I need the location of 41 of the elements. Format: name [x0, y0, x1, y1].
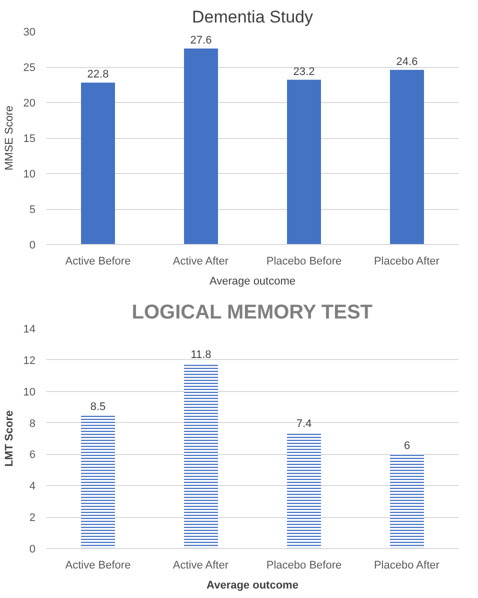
y-axis-title: LMT Score — [3, 410, 16, 467]
y-tick-label: 15 — [23, 133, 36, 145]
y-tick-label: 5 — [29, 204, 36, 216]
x-tick-label: Active After — [172, 560, 229, 572]
x-axis-title: Average outcome — [206, 580, 298, 592]
x-tick-label: Placebo After — [374, 256, 440, 268]
data-label: 22.8 — [87, 68, 109, 81]
data-label: 6 — [404, 440, 410, 452]
x-axis-title: Average outcome — [209, 276, 296, 288]
chart-title: Dementia Study — [192, 8, 314, 26]
y-tick-label: 4 — [29, 480, 36, 493]
data-label: 24.6 — [396, 56, 418, 68]
data-label: 27.6 — [190, 34, 212, 47]
y-tick-label: 20 — [23, 98, 36, 110]
y-tick-label: 2 — [29, 512, 36, 524]
bar — [81, 82, 115, 244]
data-label: 7.4 — [296, 418, 312, 430]
y-tick-label: 0 — [29, 544, 36, 556]
y-tick-label: 10 — [23, 386, 36, 398]
bar — [184, 48, 218, 244]
x-tick-label: Placebo Before — [266, 256, 342, 268]
data-label: 11.8 — [190, 349, 212, 362]
y-axis-title: MMSE Score — [3, 106, 16, 170]
y-tick-label: 12 — [23, 354, 36, 367]
x-tick-label: Active After — [172, 256, 229, 268]
y-tick-label: 8 — [29, 418, 36, 430]
x-tick-label: Placebo After — [374, 560, 440, 572]
y-tick-label: 10 — [23, 168, 36, 180]
y-tick-label: 6 — [29, 449, 36, 462]
data-label: 8.5 — [90, 400, 106, 413]
y-tick-label: 0 — [29, 240, 36, 252]
y-tick-label: 30 — [23, 26, 36, 38]
chart-title: LOGICAL MEMORY TEST — [132, 302, 373, 324]
y-tick-label: 14 — [23, 324, 36, 336]
x-tick-label: Placebo Before — [266, 560, 342, 572]
x-tick-label: Active Before — [65, 256, 131, 268]
x-tick-label: Active Before — [65, 560, 131, 572]
data-label: 23.2 — [293, 66, 315, 78]
bar — [390, 70, 424, 244]
y-tick-label: 25 — [23, 62, 36, 74]
bar — [287, 80, 321, 244]
